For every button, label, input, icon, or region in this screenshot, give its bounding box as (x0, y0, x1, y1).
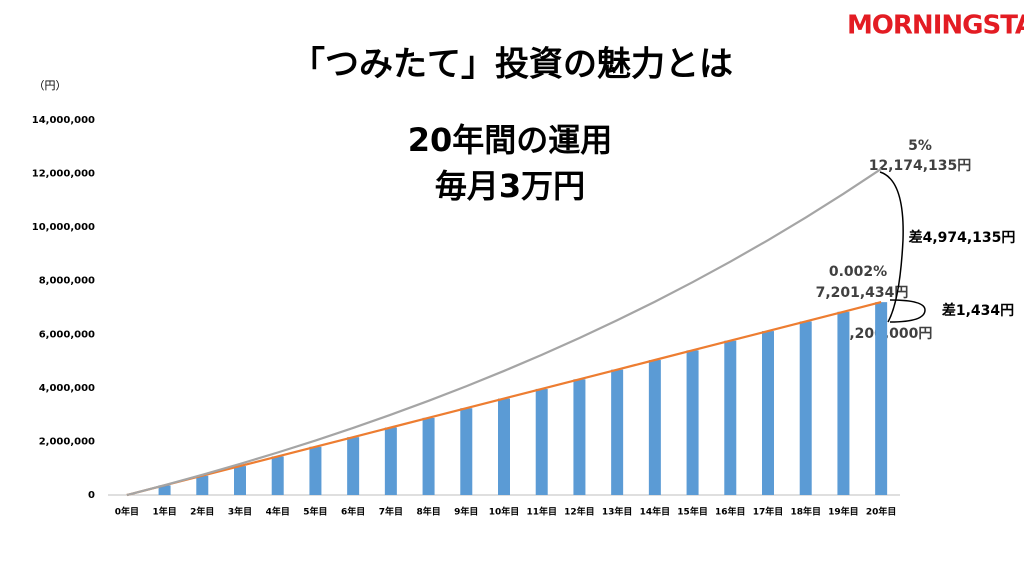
y-tick-label: 2,000,000 (39, 436, 95, 447)
y-tick-label: 10,000,000 (32, 222, 95, 233)
bar (611, 369, 624, 495)
y-tick-label: 8,000,000 (39, 276, 95, 287)
x-tick-label: 3年目 (228, 506, 252, 518)
bar (271, 456, 284, 495)
y-tick-label: 0 (88, 490, 95, 501)
annotation: 0.002% (829, 264, 887, 280)
bar (460, 408, 473, 495)
subtitle: 毎月3万円 (435, 167, 585, 205)
bar (196, 475, 209, 495)
annotation: 7,201,434円 (816, 285, 909, 301)
annotation: 12,174,135円 (869, 158, 972, 174)
x-tick-label: 1年目 (152, 506, 176, 518)
bar (799, 321, 812, 495)
bar (384, 427, 397, 495)
x-tick-label: 8年目 (416, 506, 440, 518)
bar (498, 398, 510, 495)
line (126, 167, 882, 497)
y-tick-label: 4,000,000 (39, 383, 95, 394)
y-unit: （円） (34, 79, 67, 92)
x-tick-label: 14年目 (640, 506, 671, 518)
y-tick-label: 12,000,000 (32, 169, 95, 180)
x-tick-label: 5年目 (303, 506, 327, 518)
x-tick-label: 11年目 (526, 506, 557, 518)
title: 「つみたて」投資の魅力とは (291, 45, 733, 85)
bar (837, 311, 850, 495)
bar (535, 388, 548, 495)
annotation: 差1,434円 (942, 302, 1014, 319)
x-tick-label: 9年目 (454, 506, 478, 518)
subtitle: 20年間の運用 (408, 121, 613, 159)
brace (889, 299, 926, 323)
bar (762, 331, 774, 495)
x-tick-label: 2年目 (190, 506, 214, 518)
x-tick-label: 17年目 (753, 506, 784, 518)
x-tick-label: 7年目 (379, 506, 403, 518)
x-tick-label: 12年目 (564, 506, 595, 518)
bar (686, 350, 699, 495)
x-tick-label: 10年目 (489, 506, 520, 518)
x-tick-label: 19年目 (828, 506, 859, 518)
x-tick-label: 0年目 (115, 506, 139, 518)
annotation: 5% (908, 138, 932, 154)
bar (875, 302, 888, 495)
x-tick-label: 16年目 (715, 506, 746, 518)
bar (573, 379, 586, 495)
bar (724, 340, 737, 495)
bar (158, 485, 171, 495)
bar (234, 466, 246, 495)
brace (879, 171, 904, 323)
line (126, 301, 882, 497)
x-tick-label: 15年目 (677, 506, 708, 518)
x-tick-label: 6年目 (341, 506, 365, 518)
bar (648, 360, 661, 495)
y-tick-label: 14,000,000 (32, 115, 95, 126)
x-tick-label: 4年目 (266, 506, 290, 518)
x-tick-label: 13年目 (602, 506, 633, 518)
x-tick-label: 20年目 (866, 506, 897, 518)
bar (422, 417, 435, 495)
bar (347, 437, 360, 495)
annotation: 差4,974,135円 (909, 229, 1016, 246)
logo: MORNINGSTAR (847, 11, 1024, 41)
x-tick-label: 18年目 (790, 506, 821, 518)
bar (309, 446, 322, 495)
y-tick-label: 6,000,000 (39, 329, 95, 340)
